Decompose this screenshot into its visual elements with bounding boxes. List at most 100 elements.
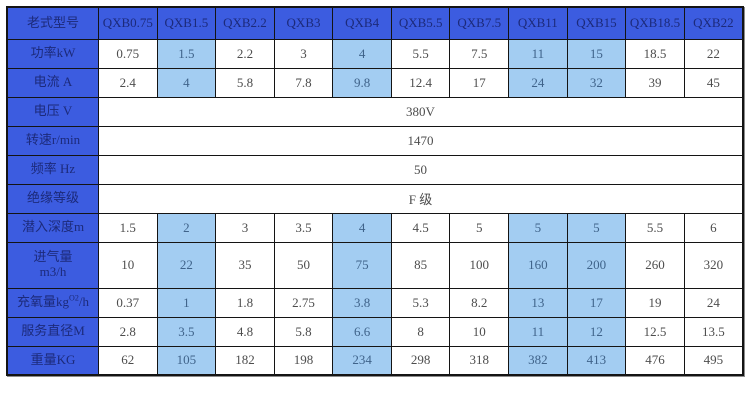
data-cell: 2.75 bbox=[273, 287, 334, 318]
data-cell: 3.8 bbox=[332, 287, 392, 318]
row-label-cell: 重量KG bbox=[6, 345, 99, 376]
data-cell: 9.8 bbox=[332, 67, 392, 98]
data-cell: 12 bbox=[566, 316, 627, 347]
data-cell: 495 bbox=[683, 345, 744, 376]
table-row: 充氧量kgO2/h 0.37 1 1.8 2.75 3.8 5.3 8.2 13 17 19 24 bbox=[6, 287, 744, 318]
data-cell: 2.4 bbox=[98, 67, 158, 98]
data-cell: 5 bbox=[508, 212, 568, 243]
data-cell: 5.8 bbox=[215, 67, 275, 98]
data-cell: 13 bbox=[508, 287, 568, 318]
data-cell: 11 bbox=[508, 316, 568, 347]
span-value-cell: 50 bbox=[98, 154, 744, 185]
header-model-cell: QXB18.5 bbox=[625, 6, 685, 40]
data-cell: 18.5 bbox=[625, 38, 685, 69]
data-cell: 260 bbox=[625, 241, 685, 289]
data-cell: 35 bbox=[215, 241, 275, 289]
data-cell: 7.5 bbox=[449, 38, 510, 69]
data-cell: 15 bbox=[566, 38, 627, 69]
header-row: 老式型号 QXB0.75 QXB1.5 QXB2.2 QXB3 QXB4 QXB5.5 QX… bbox=[6, 6, 744, 40]
data-cell: 8 bbox=[390, 316, 451, 347]
data-cell: 182 bbox=[215, 345, 275, 376]
data-cell: 22 bbox=[156, 241, 217, 289]
data-cell: 2.2 bbox=[215, 38, 275, 69]
data-cell: 50 bbox=[273, 241, 334, 289]
data-cell: 1.8 bbox=[215, 287, 275, 318]
row-label-cell: 频率 Hz bbox=[6, 154, 99, 185]
label-superscript: O2 bbox=[69, 293, 79, 303]
data-cell: 45 bbox=[683, 67, 744, 98]
data-cell: 6.6 bbox=[332, 316, 392, 347]
data-cell: 2.8 bbox=[98, 316, 158, 347]
header-model-cell: QXB11 bbox=[508, 6, 568, 40]
span-value-cell: 1470 bbox=[98, 125, 744, 156]
table-row: 重量KG 62 105 182 198 234 298 318 382 413 476 495 bbox=[6, 345, 744, 376]
table-row: 潜入深度m 1.5 2 3 3.5 4 4.5 5 5 5 5.5 6 bbox=[6, 212, 744, 243]
data-cell: 12.4 bbox=[390, 67, 451, 98]
row-label-cell: 功率kW bbox=[6, 38, 99, 69]
data-cell: 17 bbox=[449, 67, 510, 98]
data-cell: 1.5 bbox=[98, 212, 158, 243]
row-label-cell: 充氧量kgO2/h bbox=[6, 287, 99, 318]
data-cell: 19 bbox=[625, 287, 685, 318]
data-cell: 75 bbox=[332, 241, 392, 289]
data-cell: 10 bbox=[98, 241, 158, 289]
span-value-cell: 380V bbox=[98, 96, 744, 127]
data-cell: 3.5 bbox=[156, 316, 217, 347]
table-row: 电压 V 380V bbox=[6, 96, 744, 127]
header-model-cell: QXB7.5 bbox=[449, 6, 510, 40]
data-cell: 160 bbox=[508, 241, 568, 289]
data-cell: 100 bbox=[449, 241, 510, 289]
data-cell: 8.2 bbox=[449, 287, 510, 318]
data-cell: 7.8 bbox=[273, 67, 334, 98]
header-model-cell: QXB2.2 bbox=[215, 6, 275, 40]
header-model-cell: QXB22 bbox=[683, 6, 744, 40]
data-cell: 1.5 bbox=[156, 38, 217, 69]
data-cell: 11 bbox=[508, 38, 568, 69]
table-row: 绝缘等级 F 级 bbox=[6, 183, 744, 214]
row-label-cell: 转速r/min bbox=[6, 125, 99, 156]
header-model-cell: QXB3 bbox=[273, 6, 334, 40]
table-row: 功率kW 0.75 1.5 2.2 3 4 5.5 7.5 11 15 18.5 22 bbox=[6, 38, 744, 69]
data-cell: 3 bbox=[215, 212, 275, 243]
data-cell: 5.8 bbox=[273, 316, 334, 347]
data-cell: 3 bbox=[273, 38, 334, 69]
data-cell: 0.75 bbox=[98, 38, 158, 69]
header-model-cell: QXB5.5 bbox=[390, 6, 451, 40]
data-cell: 24 bbox=[508, 67, 568, 98]
table-body: 功率kW 0.75 1.5 2.2 3 4 5.5 7.5 11 15 18.5 22 电流 A 2.4 4… bbox=[6, 38, 744, 376]
spec-table: 老式型号 QXB0.75 QXB1.5 QXB2.2 QXB3 QXB4 QXB5.5 QX… bbox=[6, 6, 744, 376]
data-cell: 234 bbox=[332, 345, 392, 376]
row-label-cell: 潜入深度m bbox=[6, 212, 99, 243]
data-cell: 1 bbox=[156, 287, 217, 318]
data-cell: 4.5 bbox=[390, 212, 451, 243]
data-cell: 198 bbox=[273, 345, 334, 376]
row-label-cell: 进气量 m3/h bbox=[6, 241, 99, 289]
data-cell: 200 bbox=[566, 241, 627, 289]
table-row: 服务直径M 2.8 3.5 4.8 5.8 6.6 8 10 11 12 12.5 13.5 bbox=[6, 316, 744, 347]
data-cell: 32 bbox=[566, 67, 627, 98]
row-label-cell: 电压 V bbox=[6, 96, 99, 127]
data-cell: 24 bbox=[683, 287, 744, 318]
data-cell: 5 bbox=[449, 212, 510, 243]
data-cell: 2 bbox=[156, 212, 217, 243]
data-cell: 0.37 bbox=[98, 287, 158, 318]
data-cell: 298 bbox=[390, 345, 451, 376]
header-model-cell: QXB1.5 bbox=[156, 6, 217, 40]
data-cell: 39 bbox=[625, 67, 685, 98]
row-label-cell: 服务直径M bbox=[6, 316, 99, 347]
data-cell: 3.5 bbox=[273, 212, 334, 243]
data-cell: 17 bbox=[566, 287, 627, 318]
data-cell: 4 bbox=[156, 67, 217, 98]
row-label-cell: 电流 A bbox=[6, 67, 99, 98]
header-model-cell: QXB4 bbox=[332, 6, 392, 40]
data-cell: 85 bbox=[390, 241, 451, 289]
data-cell: 13.5 bbox=[683, 316, 744, 347]
row-label-cell: 绝缘等级 bbox=[6, 183, 99, 214]
data-cell: 105 bbox=[156, 345, 217, 376]
data-cell: 6 bbox=[683, 212, 744, 243]
data-cell: 413 bbox=[566, 345, 627, 376]
span-value-cell: F 级 bbox=[98, 183, 744, 214]
data-cell: 318 bbox=[449, 345, 510, 376]
header-model-cell: QXB15 bbox=[566, 6, 627, 40]
data-cell: 22 bbox=[683, 38, 744, 69]
